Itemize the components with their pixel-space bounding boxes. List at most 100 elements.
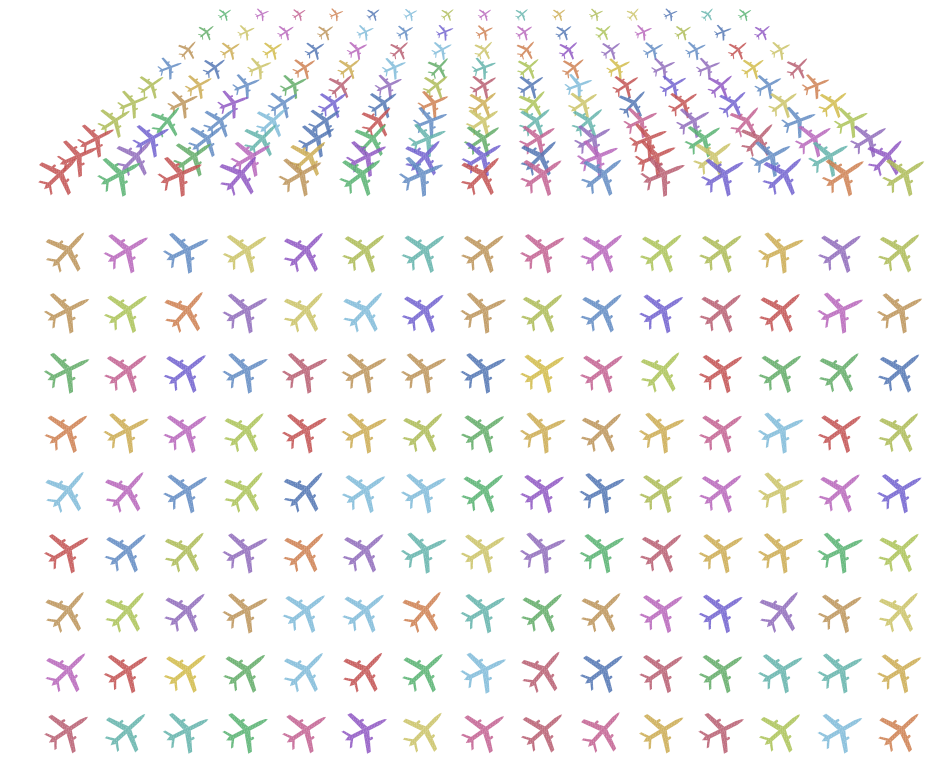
plane-perspective-item	[224, 128, 280, 184]
plane-perspective-item	[470, 34, 500, 64]
plane-grid-item	[214, 397, 279, 462]
plane-grid-item	[870, 458, 933, 521]
plane-grid-item	[155, 277, 220, 342]
plane-perspective-item	[413, 83, 455, 123]
plane-grid-item	[155, 398, 220, 462]
plane-perspective-item	[244, 51, 276, 83]
plane-perspective-item	[723, 96, 771, 145]
plane-grid-item	[333, 277, 398, 342]
plane-perspective-item	[152, 145, 211, 203]
plane-grid-item	[690, 277, 755, 342]
plane-perspective-item	[632, 20, 656, 43]
plane-grid-item	[571, 217, 636, 282]
plane-perspective-item	[194, 19, 219, 44]
plane-perspective-item	[343, 35, 372, 64]
plane-grid-item	[156, 219, 219, 280]
plane-grid-item	[631, 458, 696, 521]
plane-grid-item	[691, 578, 755, 641]
plane-grid-item	[394, 339, 457, 400]
plane-grid-item	[274, 578, 339, 642]
plane-grid-item	[512, 458, 577, 521]
plane-perspective-item	[512, 4, 533, 24]
plane-grid-item	[156, 699, 219, 760]
plane-grid-item	[572, 519, 636, 581]
plane-grid-item	[393, 218, 458, 282]
plane-grid-item	[453, 398, 517, 462]
plane-grid-item	[36, 577, 101, 642]
plane-grid-item	[573, 459, 635, 520]
plane-perspective-item	[549, 4, 570, 24]
plane-grid-item	[631, 337, 696, 402]
plane-perspective-item	[236, 112, 289, 165]
plane-perspective-item	[428, 35, 457, 64]
plane-grid-item	[750, 338, 815, 402]
airplane-grid	[36, 217, 934, 762]
plane-grid-item	[394, 459, 457, 521]
plane-perspective-item	[671, 19, 696, 44]
plane-perspective-item	[332, 50, 367, 84]
plane-grid-item	[274, 698, 338, 761]
plane-grid-item	[216, 579, 278, 641]
plane-grid-item	[95, 697, 160, 762]
plane-grid-item	[869, 577, 934, 642]
plane-grid-item	[691, 398, 755, 462]
plane-grid-item	[809, 457, 874, 522]
plane-grid-item	[752, 460, 813, 520]
plane-perspective-item	[438, 4, 458, 24]
plane-grid-item	[335, 399, 397, 460]
plane-grid-item	[215, 519, 278, 581]
plane-grid-item	[750, 277, 815, 342]
plane-grid-item	[809, 337, 874, 402]
plane-grid-item	[454, 639, 516, 700]
plane-perspective-item	[154, 52, 186, 83]
plane-grid-item	[512, 637, 577, 702]
plane-grid-item	[216, 339, 278, 400]
plane-grid-item	[810, 218, 874, 282]
plane-grid-item	[691, 638, 755, 701]
plane-grid-item	[155, 338, 220, 402]
plane-grid-item	[96, 218, 160, 281]
plane-grid-item	[691, 518, 755, 581]
plane-perspective-item	[750, 19, 776, 44]
plane-grid-item	[512, 697, 577, 762]
plane-grid-item	[751, 519, 814, 580]
plane-grid-item	[37, 518, 100, 581]
plane-grid-item	[215, 218, 279, 281]
plane-perspective-item	[565, 96, 613, 145]
plane-perspective-item	[552, 19, 577, 44]
plane-grid-item	[335, 699, 397, 760]
plane-grid-item	[96, 638, 160, 701]
plane-perspective-item	[289, 4, 310, 24]
plane-grid-item	[334, 339, 397, 401]
plane-grid-item	[810, 578, 874, 641]
plane-grid-item	[334, 458, 398, 521]
plane-grid-item	[572, 338, 636, 402]
plane-grid-item	[393, 277, 458, 342]
plane-grid-item	[631, 517, 696, 582]
plane-perspective-item	[685, 127, 743, 185]
plane-perspective-item	[554, 34, 584, 64]
plane-grid-item	[571, 397, 636, 462]
plane-perspective-item	[292, 113, 344, 164]
plane-grid-item	[691, 218, 755, 282]
plane-perspective-item	[512, 19, 537, 44]
plane-perspective-item	[766, 35, 795, 64]
plane-grid-item	[453, 518, 517, 581]
plane-perspective-item	[354, 20, 378, 43]
plane-perspective-item	[623, 4, 644, 24]
plane-grid-item	[393, 697, 458, 762]
plane-perspective-item	[591, 19, 617, 44]
plane-grid-item	[631, 217, 696, 282]
plane-grid-item	[275, 399, 338, 461]
plane-perspective-item	[132, 66, 171, 104]
plane-perspective-item	[198, 50, 232, 84]
plane-perspective-item	[711, 20, 735, 43]
plane-perspective-item	[735, 4, 755, 24]
plane-grid-item	[214, 637, 279, 702]
plane-perspective-item	[174, 34, 203, 64]
plane-perspective-item	[452, 142, 514, 205]
plane-grid-item	[333, 577, 398, 642]
plane-perspective-item	[385, 34, 415, 64]
plane-perspective-item	[234, 20, 259, 43]
plane-grid-item	[95, 577, 160, 642]
